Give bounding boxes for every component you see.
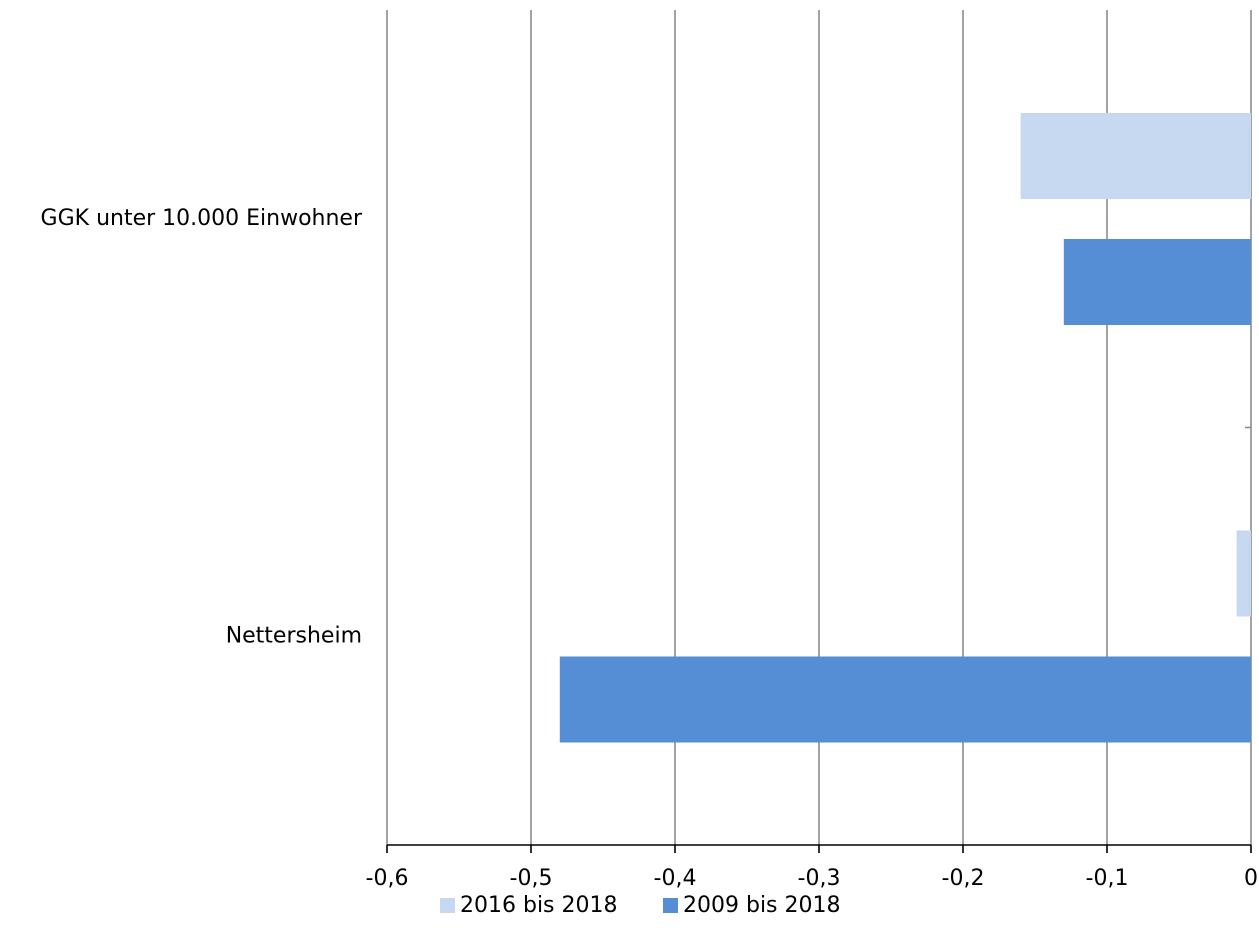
x-tick-label: -0,6 [366,866,409,891]
x-tick-label: 0 [1244,866,1258,891]
x-tick-label: -0,2 [942,866,985,891]
bar-series-1 [1236,530,1251,617]
bars [559,113,1251,743]
legend: 2016 bis 2018 2009 bis 2018 [440,893,841,918]
x-tick-label: -0,1 [1086,866,1129,891]
legend-label: 2016 bis 2018 [460,893,618,918]
category-label: Nettersheim [226,623,362,648]
x-axis [386,426,1252,853]
bar-series-1 [1020,113,1251,199]
x-tick-label: -0,4 [654,866,697,891]
bar-series-2 [559,656,1251,743]
x-tick-label: -0,3 [798,866,841,891]
legend-swatch [440,898,455,913]
category-labels: GGK unter 10.000 Einwohner Nettersheim [41,206,363,649]
legend-label: 2009 bis 2018 [683,893,841,918]
legend-swatch [663,898,678,913]
x-tick-label: -0,5 [510,866,553,891]
x-tick-labels: -0,6 -0,5 -0,4 -0,3 -0,2 -0,1 0 [366,866,1258,891]
category-label: GGK unter 10.000 Einwohner [41,206,363,231]
bar-series-2 [1063,239,1251,325]
